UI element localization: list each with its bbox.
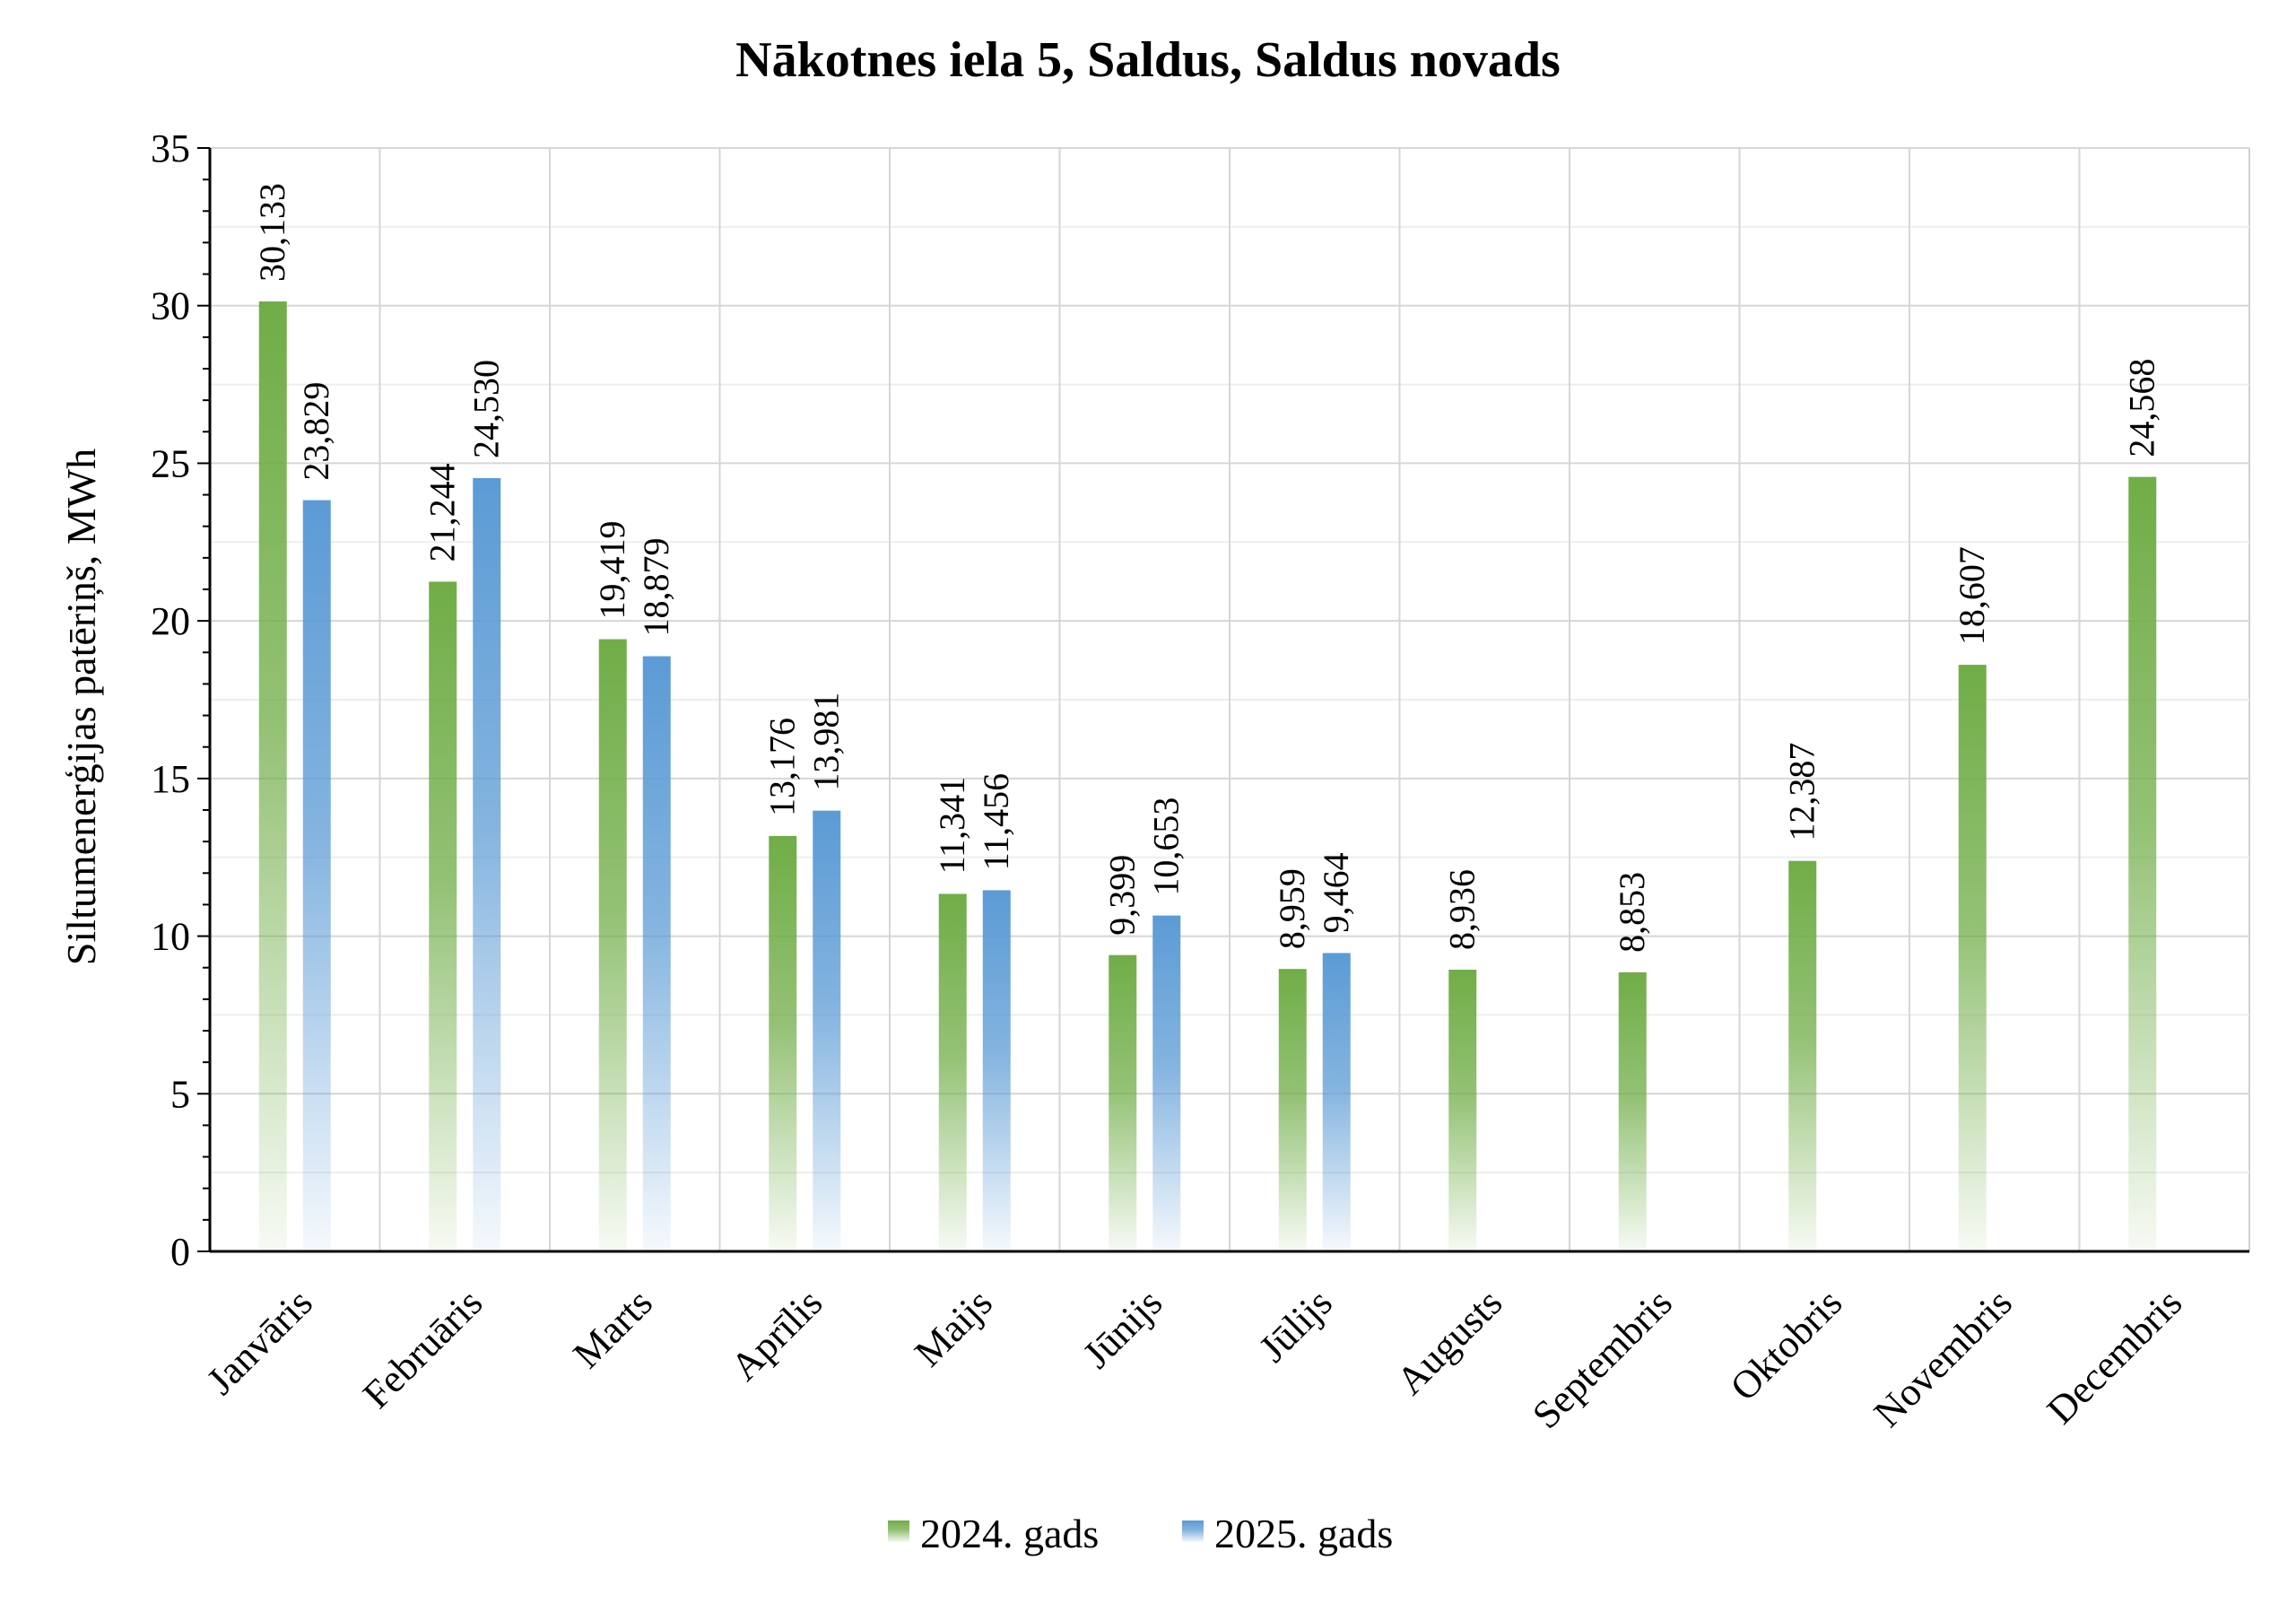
data-label: 11,456 [976, 773, 1016, 871]
bar-series2 [302, 500, 331, 1251]
data-label: 8,853 [1612, 872, 1652, 953]
axes: 0 5 10 15 20 25 30 35 Janvāris Februāris Marts Aprī… [151, 126, 2249, 1437]
data-label: 9,399 [1102, 855, 1143, 936]
legend-label: 2025. gads [1214, 1511, 1393, 1556]
x-tick-label: Decembris [2039, 1280, 2190, 1432]
bar-series2 [982, 890, 1011, 1251]
bar-series1 [769, 835, 797, 1251]
y-tick-label: 25 [151, 441, 190, 485]
bar-series1 [2128, 476, 2157, 1251]
data-label: 8,959 [1272, 868, 1312, 949]
x-tick-label: Oktobris [1722, 1280, 1851, 1409]
bar-series1 [938, 893, 967, 1251]
bar-series1 [1958, 665, 1987, 1251]
data-label: 24,530 [466, 360, 507, 458]
data-label: 21,244 [422, 463, 463, 562]
bar-series1 [258, 301, 287, 1251]
x-tick-label: Jūnijs [1074, 1280, 1170, 1376]
chart-title: Nākotnes iela 5, Saldus, Saldus novads [735, 32, 1561, 88]
y-tick-label: 5 [170, 1072, 190, 1116]
bar-series1 [1448, 969, 1477, 1251]
y-tick-label: 20 [151, 599, 190, 643]
data-label: 9,464 [1316, 852, 1356, 933]
x-tick-label: Janvāris [198, 1280, 321, 1403]
data-label: 30,133 [252, 183, 292, 282]
y-tick-label: 0 [170, 1230, 190, 1274]
y-tick-label: 35 [151, 126, 190, 170]
bars [258, 301, 2157, 1251]
data-label: 13,981 [806, 693, 847, 791]
x-tick-label: Septembris [1524, 1280, 1681, 1437]
bar-series1 [598, 639, 627, 1251]
y-tick-label: 15 [151, 757, 190, 801]
data-label: 13,176 [762, 718, 803, 816]
gridlines [210, 147, 2250, 1251]
data-label: 12,387 [1782, 743, 1822, 841]
data-label: 24,568 [2122, 359, 2162, 457]
bar-series2 [813, 810, 841, 1251]
data-label: 8,936 [1442, 869, 1483, 950]
legend-swatch [1182, 1521, 1204, 1542]
x-tick-label: Februāris [354, 1280, 491, 1416]
legend-label: 2024. gads [920, 1511, 1099, 1556]
data-labels: 30,133 21,244 19,419 13,176 11,341 9,399 8,959… [252, 183, 2162, 953]
y-tick-label: 10 [151, 915, 190, 959]
data-label: 18,607 [1952, 546, 1992, 645]
bar-series1 [1109, 954, 1137, 1251]
bar-series2 [1322, 953, 1351, 1251]
bar-series1 [1788, 860, 1817, 1251]
data-label: 23,829 [296, 382, 336, 481]
bar-series2 [642, 656, 671, 1251]
y-axis-label: Siltumenerģijas patēriņš, MWh [58, 449, 104, 965]
legend-swatch [888, 1521, 909, 1542]
data-label: 18,879 [636, 538, 676, 637]
y-tick-label: 30 [151, 284, 190, 328]
data-label: 19,419 [592, 521, 632, 620]
x-tick-label: Marts [565, 1280, 661, 1376]
x-tick-label: Augusts [1388, 1280, 1511, 1403]
bar-series1 [1618, 972, 1647, 1251]
bar-series1 [1278, 969, 1307, 1251]
x-tick-label: Novembris [1866, 1280, 2021, 1435]
x-tick-label: Aprīlis [722, 1280, 831, 1389]
data-label: 11,341 [932, 777, 972, 875]
bar-series2 [1152, 915, 1181, 1251]
legend: 2024. gads 2025. gads [888, 1511, 1393, 1556]
bar-series1 [429, 581, 457, 1251]
x-tick-label: Jūlijs [1250, 1280, 1340, 1370]
data-label: 10,653 [1146, 797, 1187, 896]
x-tick-label: Maijs [906, 1280, 1001, 1375]
bar-series2 [473, 477, 501, 1251]
